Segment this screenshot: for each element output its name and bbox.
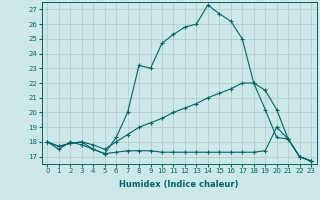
- X-axis label: Humidex (Indice chaleur): Humidex (Indice chaleur): [119, 180, 239, 189]
